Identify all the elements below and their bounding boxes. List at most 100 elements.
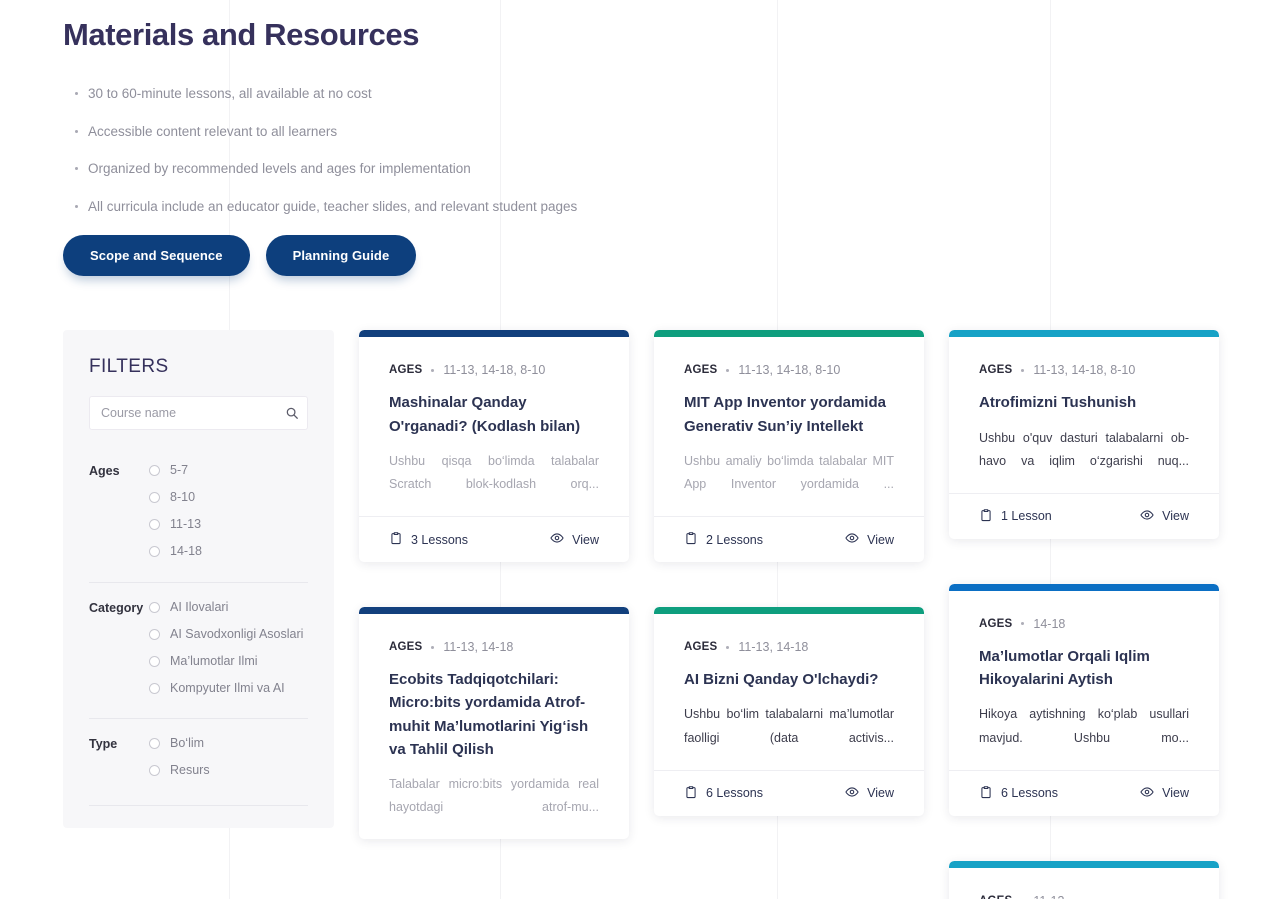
separator-dot-icon <box>431 645 435 649</box>
card-description: Ushbu amaliy bo‘limda talabalar MIT App … <box>684 453 894 491</box>
card-accent-bar <box>949 583 1219 591</box>
card-ages-row: AGES 11-13 <box>979 894 1189 899</box>
separator-dot-icon <box>1021 368 1025 372</box>
filter-option[interactable]: 14-18 <box>149 541 308 563</box>
filter-option[interactable]: Kompyuter Ilmi va AI <box>149 678 308 700</box>
radio-button-icon[interactable] <box>149 655 160 667</box>
card-title[interactable]: Mashinalar Qanday O'rganadi? (Kodlash bi… <box>389 394 581 435</box>
radio-button-icon[interactable] <box>149 628 160 640</box>
view-label: View <box>572 532 599 547</box>
card-description: Talabalar micro:bits yordamida real hayo… <box>389 777 599 815</box>
radio-button-icon[interactable] <box>149 519 160 531</box>
card-ages-row: AGES 14-18 <box>979 617 1189 631</box>
card-ages-row: AGES 11-13, 14-18 <box>684 640 894 654</box>
course-card[interactable]: AGES 11-13, 14-18 Ecobits Tadqiqotchilari:… <box>359 607 629 840</box>
search-input[interactable] <box>89 396 308 431</box>
filter-option[interactable]: AI Savodxonligi Asoslari <box>149 624 308 646</box>
card-body: AGES 11-13 <box>949 868 1219 899</box>
card-title[interactable]: Ma’lumotlar Orqali Iqlim Hikoyalarini Ay… <box>979 647 1150 689</box>
radio-button-icon[interactable] <box>149 738 160 750</box>
course-card[interactable]: AGES 14-18 Ma’lumotlar Orqali Iqlim Hikoya… <box>949 583 1219 816</box>
course-card[interactable]: AGES 11-13, 14-18, 8-10 Atrofimizni Tushun… <box>949 330 1219 539</box>
filter-option[interactable]: Resurs <box>149 760 308 782</box>
radio-button-icon[interactable] <box>149 492 160 504</box>
card-ages-row: AGES 11-13, 14-18, 8-10 <box>684 363 894 377</box>
course-cards-grid: AGES 11-13, 14-18, 8-10 Mashinalar Qanday … <box>359 330 1280 899</box>
filter-option[interactable]: 8-10 <box>149 487 308 509</box>
filter-option-label: 8-10 <box>170 490 196 505</box>
view-button[interactable]: View <box>550 531 599 548</box>
card-ages-row: AGES 11-13, 14-18 <box>389 640 599 654</box>
filter-option[interactable]: 11-13 <box>149 514 308 536</box>
course-card[interactable]: AGES 11-13, 14-18, 8-10 MIT App Inventor y… <box>654 330 924 563</box>
card-accent-bar <box>949 330 1219 338</box>
scope-and-sequence-button[interactable]: Scope and Sequence <box>63 235 250 277</box>
eye-icon <box>1140 508 1154 525</box>
radio-button-icon[interactable] <box>149 465 160 477</box>
view-label: View <box>1162 509 1189 524</box>
filter-option[interactable]: Bo‘lim <box>149 733 308 755</box>
card-footer: 6 Lessons View <box>949 769 1219 816</box>
ages-label: AGES <box>979 617 1013 630</box>
card-title[interactable]: AI Bizni Qanday O'lchaydi? <box>684 671 879 689</box>
card-body: AGES 11-13, 14-18, 8-10 Mashinalar Qanday … <box>359 337 629 516</box>
eye-icon <box>550 531 564 548</box>
card-ages-values: 11-13, 14-18, 8-10 <box>443 363 546 378</box>
ages-label: AGES <box>684 641 718 654</box>
eye-icon <box>845 531 859 548</box>
radio-button-icon[interactable] <box>149 682 160 694</box>
filter-option[interactable]: Ma’lumotlar Ilmi <box>149 651 308 673</box>
feature-bullet: 30 to 60-minute lessons, all available a… <box>63 85 1280 103</box>
feature-bullet-list: 30 to 60-minute lessons, all available a… <box>63 85 1280 215</box>
planning-guide-button[interactable]: Planning Guide <box>265 235 417 277</box>
search-icon[interactable] <box>285 406 299 420</box>
card-title[interactable]: Ecobits Tadqiqotchilari: Micro:bits yord… <box>389 671 589 758</box>
filter-option[interactable]: AI Ilovalari <box>149 597 308 619</box>
clipboard-icon <box>979 508 993 525</box>
body-area: FILTERS Ages 5-7 8-10 11-13 14-18 Category AI … <box>0 276 1280 899</box>
ages-label: AGES <box>389 364 423 377</box>
feature-bullet: All curricula include an educator guide,… <box>63 198 1280 216</box>
card-ages-row: AGES 11-13, 14-18, 8-10 <box>389 363 599 377</box>
view-button[interactable]: View <box>1140 785 1189 802</box>
card-ages-values: 11-13, 14-18 <box>738 640 809 655</box>
filter-option-label: Kompyuter Ilmi va AI <box>170 680 285 695</box>
view-button[interactable]: View <box>1140 508 1189 525</box>
card-body: AGES 11-13, 14-18, 8-10 MIT App Inventor y… <box>654 337 924 516</box>
filter-option[interactable]: 5-7 <box>149 460 308 482</box>
card-ages-row: AGES 11-13, 14-18, 8-10 <box>979 363 1189 377</box>
clipboard-icon <box>684 531 698 548</box>
filter-group-label: Type <box>89 737 118 752</box>
view-label: View <box>867 786 894 801</box>
card-ages-values: 11-13, 14-18, 8-10 <box>738 363 841 378</box>
view-button[interactable]: View <box>845 785 894 802</box>
separator-dot-icon <box>1021 622 1025 626</box>
lesson-count-label: 2 Lessons <box>706 532 763 547</box>
lesson-count-label: 6 Lessons <box>706 786 763 801</box>
card-ages-values: 11-13, 14-18 <box>443 640 514 655</box>
card-footer: 3 Lessons View <box>359 516 629 562</box>
radio-button-icon[interactable] <box>149 765 160 777</box>
view-button[interactable]: View <box>845 531 894 548</box>
lesson-count: 6 Lessons <box>979 785 1058 802</box>
ages-label: AGES <box>684 364 718 377</box>
card-title[interactable]: Atrofimizni Tushunish <box>979 394 1137 412</box>
separator-dot-icon <box>726 368 730 372</box>
card-ages-values: 11-13, 14-18, 8-10 <box>1033 363 1136 378</box>
card-ages-values: 14-18 <box>1033 616 1066 631</box>
filter-group-label: Ages <box>89 464 120 479</box>
filter-option-label: AI Savodxonligi Asoslari <box>170 626 304 641</box>
course-search-wrapper <box>89 396 308 431</box>
radio-button-icon[interactable] <box>149 546 160 557</box>
course-card[interactable]: AGES 11-13, 14-18, 8-10 Mashinalar Qanday … <box>359 330 629 563</box>
lesson-count: 6 Lessons <box>684 785 763 802</box>
lesson-count: 2 Lessons <box>684 531 763 548</box>
card-accent-bar <box>359 330 629 338</box>
radio-button-icon[interactable] <box>149 601 160 613</box>
card-title[interactable]: MIT App Inventor yordamida Generativ Sun… <box>684 394 886 435</box>
course-card[interactable]: AGES 11-13 <box>949 860 1219 899</box>
course-card[interactable]: AGES 11-13, 14-18 AI Bizni Qanday O'lchayd… <box>654 607 924 816</box>
lesson-count: 1 Lesson <box>979 508 1052 525</box>
eye-icon <box>1140 785 1154 802</box>
filters-panel: FILTERS Ages 5-7 8-10 11-13 14-18 Category AI … <box>63 330 334 829</box>
